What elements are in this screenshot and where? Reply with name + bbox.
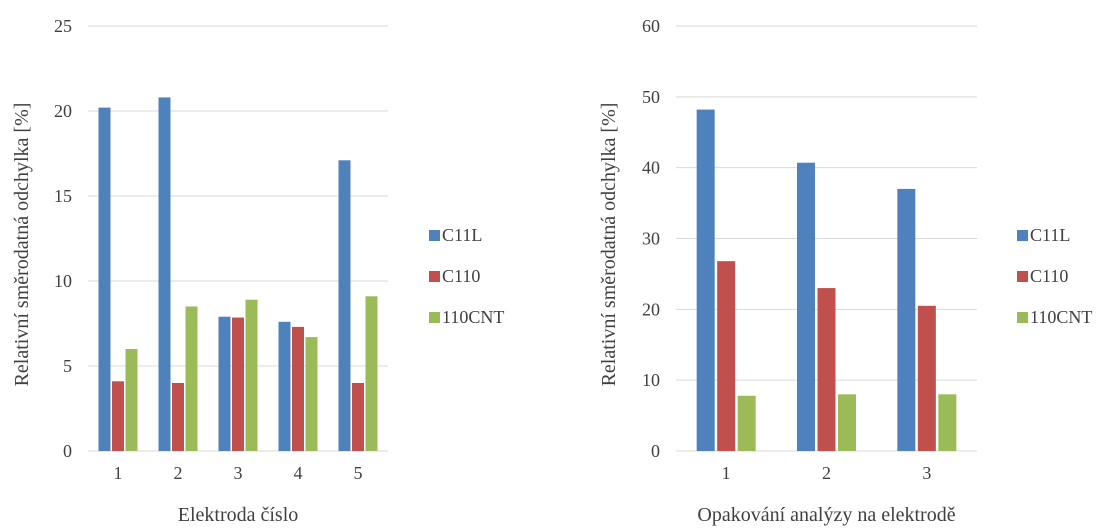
y-tick-label: 20 — [54, 101, 72, 121]
chart-analysis-repetition: 0 10 20 30 40 50 60 1 2 3 Opakování analýzy na ele… — [598, 16, 1092, 526]
bar-c110 — [917, 305, 936, 451]
legend-label: C110 — [1030, 266, 1068, 286]
y-axis-title: Relativní směrodatná odchylka [%] — [11, 103, 33, 387]
x-tick-label: 2 — [822, 463, 831, 483]
bar-c110 — [232, 317, 244, 451]
bar-c11l — [696, 109, 715, 451]
x-tick-label: 3 — [922, 463, 931, 483]
legend-label: C110 — [442, 266, 480, 286]
x-axis-title: Elektroda číslo — [178, 504, 299, 526]
bar-110cnt — [125, 349, 138, 451]
legend-swatch — [429, 271, 440, 282]
legend-swatch — [1017, 271, 1028, 282]
bar-110cnt — [938, 394, 957, 451]
x-tick-label: 1 — [114, 463, 123, 483]
bar-c11l — [158, 97, 171, 452]
bar-c110 — [172, 383, 184, 451]
y-tick-label: 60 — [642, 16, 660, 36]
legend-label: 110CNT — [442, 307, 504, 327]
x-axis-title: Opakování analýzy na elektrodě — [697, 504, 955, 526]
x-tick-label: 2 — [174, 463, 183, 483]
chart-electrode-number: 0 5 10 15 20 25 1 2 3 4 5 Elektroda číslo Relativní … — [11, 16, 504, 526]
bar-110cnt — [305, 337, 318, 451]
bar-110cnt — [245, 299, 258, 451]
legend-label: 110CNT — [1030, 307, 1092, 327]
bar-c110 — [352, 383, 364, 451]
bar-c11l — [218, 316, 231, 451]
bar-110cnt — [737, 395, 756, 451]
y-tick-label: 25 — [54, 16, 72, 36]
legend-swatch — [429, 230, 440, 241]
y-tick-label: 0 — [651, 441, 660, 461]
y-tick-label: 10 — [54, 271, 72, 291]
legend-swatch — [1017, 230, 1028, 241]
legend-label: C11L — [1030, 225, 1070, 245]
bar-c110 — [112, 381, 124, 451]
y-tick-label: 15 — [54, 186, 72, 206]
bar-110cnt — [838, 394, 856, 451]
bar-c11l — [98, 107, 111, 451]
bar-110cnt — [185, 306, 198, 451]
y-axis-title: Relativní směrodatná odchylka [%] — [598, 103, 620, 387]
bar-c110 — [817, 288, 836, 451]
bar-c110 — [292, 326, 304, 451]
legend-swatch — [429, 312, 440, 323]
bar-c11l — [797, 162, 815, 452]
y-tick-label: 30 — [642, 229, 660, 249]
y-tick-label: 10 — [642, 370, 660, 390]
x-tick-label: 1 — [722, 463, 731, 483]
bar-c11l — [338, 160, 351, 452]
y-tick-label: 20 — [642, 299, 660, 319]
x-tick-label: 4 — [294, 463, 303, 483]
legend-swatch — [1017, 312, 1028, 323]
y-tick-label: 0 — [63, 441, 72, 461]
bar-c11l — [897, 188, 916, 451]
y-tick-label: 5 — [63, 356, 72, 376]
x-tick-label: 5 — [354, 463, 363, 483]
x-tick-label: 3 — [234, 463, 243, 483]
y-tick-label: 50 — [642, 87, 660, 107]
bar-c110 — [717, 261, 736, 451]
legend-label: C11L — [442, 225, 482, 245]
bar-110cnt — [365, 296, 378, 451]
y-tick-label: 40 — [642, 158, 660, 178]
bar-c11l — [278, 321, 291, 451]
